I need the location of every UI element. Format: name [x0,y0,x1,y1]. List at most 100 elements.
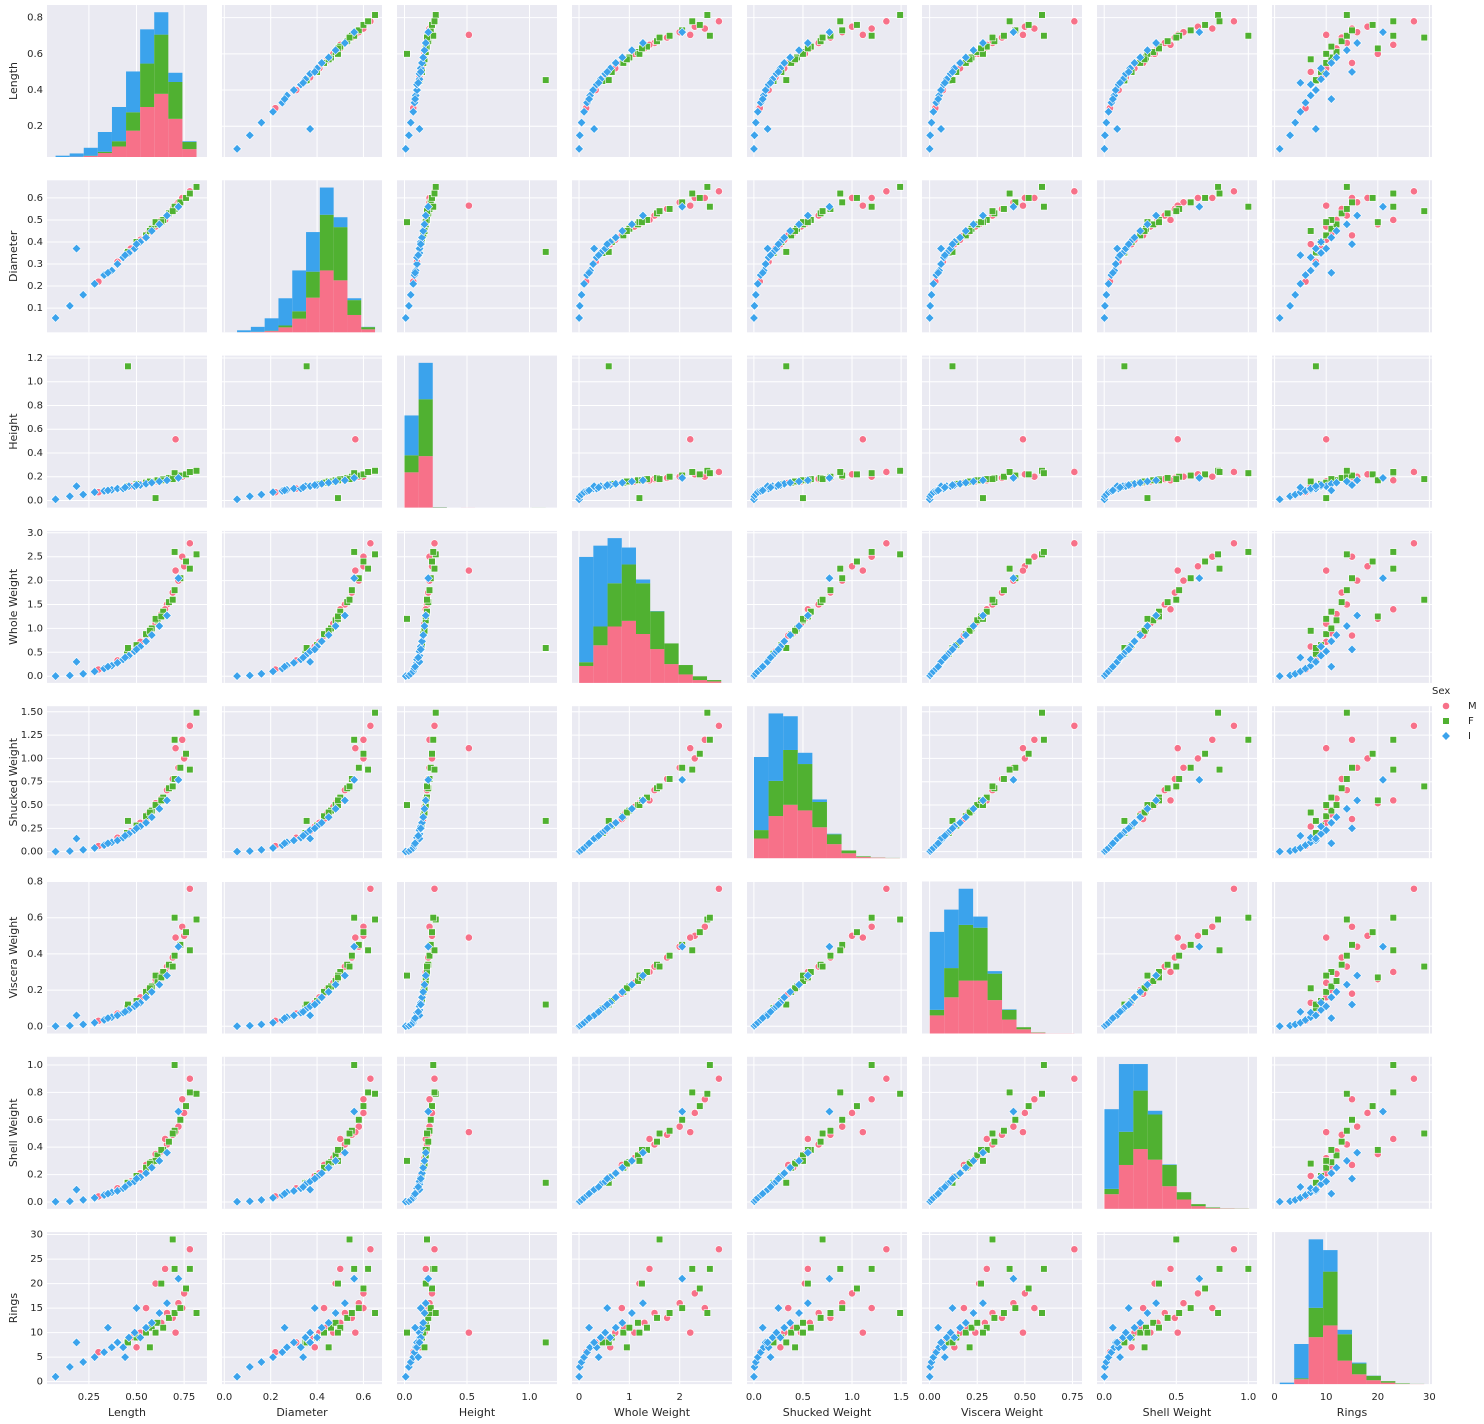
point [50,1371,61,1382]
point [1348,631,1356,640]
point [1389,766,1397,774]
point [305,657,315,667]
point [415,239,426,250]
point [896,550,904,558]
point [182,928,190,936]
point [131,480,142,490]
point [245,1020,255,1031]
point [757,1322,768,1333]
y-tick-label: 0.4 [27,448,43,459]
point [588,259,598,269]
point [1121,1327,1131,1338]
histogram-bar [306,232,320,272]
y-tick-label: 0.2 [27,985,43,996]
histogram-bar [1308,1239,1324,1308]
point [1326,992,1337,1003]
point [988,1235,997,1244]
point [749,1371,759,1382]
point [173,473,184,483]
point [978,210,988,221]
point [638,475,648,486]
point [928,106,939,117]
point [1306,1172,1315,1180]
point [279,1013,290,1023]
point [309,480,320,490]
point [336,1135,345,1143]
point [1331,987,1342,997]
point [1348,198,1356,206]
point [1347,67,1357,77]
point [309,644,320,655]
point [420,1298,431,1309]
histogram-bar [768,780,784,817]
point [643,1324,651,1332]
point [1389,946,1397,954]
point [429,1061,437,1069]
point [146,1162,157,1173]
point [1295,106,1306,117]
point [371,11,379,19]
point [320,1304,328,1312]
point [420,610,431,621]
point [858,30,867,39]
point [600,1327,611,1338]
point [1019,201,1027,210]
point [371,915,379,924]
point [154,979,165,990]
point [50,313,61,323]
point [1164,784,1172,792]
point [1306,240,1315,249]
point [867,922,876,931]
point [1338,37,1346,45]
point [330,1308,341,1318]
point [1038,183,1046,191]
point [1389,796,1398,805]
y-tick-label: 0.4 [27,237,43,248]
point [340,38,350,48]
y-axis-label: Shucked Weight [7,737,20,826]
point [1311,124,1321,134]
point [782,1338,790,1347]
point [157,1146,165,1154]
point [574,1371,584,1382]
point [715,17,723,26]
point [186,1088,194,1097]
point [1164,474,1172,482]
point [542,817,550,825]
point [1389,40,1398,49]
histogram-bar [182,141,197,150]
point [1322,1128,1331,1137]
point [303,817,311,825]
point [655,475,664,483]
point [1187,471,1195,480]
histogram-bar [418,456,433,508]
x-tick-label: 0.25 [78,1392,100,1403]
point [1100,130,1110,141]
point [173,941,184,952]
point [1295,652,1306,663]
point [171,736,179,744]
histogram-bar [707,681,722,683]
point [340,1298,350,1309]
point [803,475,813,486]
point [858,1328,867,1337]
y-tick-label: 0.5 [27,647,43,658]
point [1410,17,1418,26]
point [298,1006,308,1017]
point [427,1304,435,1312]
point [162,795,172,806]
histogram-bar [292,270,307,312]
point [1173,1328,1182,1337]
histogram-bar [1147,1114,1163,1160]
point [169,596,177,604]
histogram-bar [1352,1362,1367,1364]
point [423,27,434,37]
point [678,1304,686,1312]
point [868,32,876,40]
point [430,565,439,573]
point [1172,207,1180,215]
point [120,830,130,841]
point [464,1128,473,1137]
point [364,468,372,476]
point [715,1074,723,1083]
